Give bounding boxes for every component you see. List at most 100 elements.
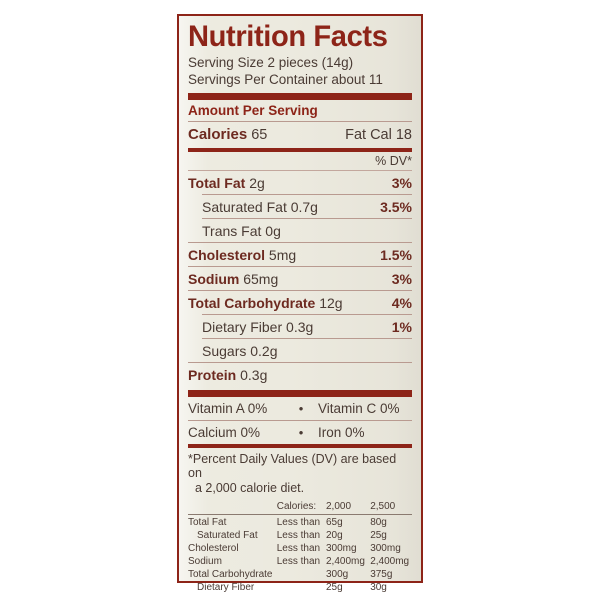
bullet-dot-icon: • <box>298 425 304 440</box>
vitamin-row-calcium-iron: Calcium 0% • Iron 0% <box>188 421 412 444</box>
calories-label: Calories <box>188 126 248 143</box>
nutrient-row-total-carbohydrate: Total Carbohydrate 12g 4% <box>188 291 412 314</box>
table-header-row: Calories: 2,000 2,500 <box>188 500 412 514</box>
nutrient-dv: 4% <box>391 294 412 311</box>
dv-row-2000: 20g <box>326 530 343 541</box>
dv-row-2000: 65g <box>326 517 343 528</box>
daily-value-header: % DV* <box>375 153 412 168</box>
dv-row-2500: 375g <box>370 569 393 580</box>
dv-row-2000: 25g <box>326 582 343 593</box>
dv-row-less: Less than <box>276 530 321 541</box>
nutrient-name: Cholesterol <box>188 246 266 263</box>
dv-row-2500: 80g <box>370 517 387 528</box>
dv-row-2000: 2,400mg <box>326 556 365 567</box>
nutrient-row-saturated-fat: Saturated Fat 0.7g 3.5% <box>188 195 412 218</box>
vitamin-row-a-c: Vitamin A 0% • Vitamin C 0% <box>188 397 412 420</box>
divider-thick-vitamins <box>188 390 412 397</box>
divider-vitamins <box>188 420 412 421</box>
table-row: Dietary Fiber 25g 30g <box>188 582 412 595</box>
amount-per-serving-heading: Amount Per Serving <box>188 103 318 118</box>
dv-row-name: Cholesterol <box>188 543 239 554</box>
nutrient-dv: 3% <box>391 270 412 287</box>
table-row: Total Fat Less than 65g 80g <box>188 517 412 530</box>
table-rule-row <box>188 514 412 517</box>
col-header-blank <box>188 500 277 514</box>
dv-row-name: Sodium <box>188 556 222 567</box>
nutrient-name: Sodium <box>188 270 240 287</box>
divider-under-vitamins <box>188 444 412 448</box>
divider-row <box>188 290 412 291</box>
nutrient-row-protein: Protein 0.3g <box>188 363 412 386</box>
nutrient-name: Total Fat <box>188 174 246 191</box>
dv-row-less: Less than <box>276 543 321 554</box>
nutrient-row-sodium: Sodium 65mg 3% <box>188 267 412 290</box>
dv-row-2000: 300g <box>326 569 349 580</box>
calories-row: Calories 65 Fat Cal 18 <box>188 122 412 148</box>
nutrient-name-group: Dietary Fiber 0.3g <box>202 318 313 336</box>
dv-row-less <box>277 582 326 595</box>
dv-row-2000: 300mg <box>326 543 357 554</box>
col-header-2500: 2,500 <box>370 500 396 512</box>
vitamin-a-value: Vitamin A 0% <box>188 401 268 416</box>
nutrient-name-group: Total Fat 2g <box>188 174 265 192</box>
nutrient-amount: 5mg <box>268 246 297 263</box>
nutrient-amount: 65mg <box>243 270 279 287</box>
nutrient-name-group: Sodium 65mg <box>188 270 278 288</box>
divider-thick-top <box>188 93 412 100</box>
nutrition-facts-label: Nutrition Facts Serving Size 2 pieces (1… <box>177 14 423 593</box>
nutrient-name-group: Cholesterol 5mg <box>188 246 296 264</box>
nutrient-name: Total Carbohydrate <box>188 294 316 311</box>
table-row: Total Carbohydrate 300g 375g <box>188 569 412 582</box>
nutrient-amount: 0g <box>265 222 281 239</box>
nutrient-name-group: Saturated Fat 0.7g <box>202 198 318 216</box>
nutrient-row-dietary-fiber: Dietary Fiber 0.3g 1% <box>188 315 412 338</box>
nutrient-name: Saturated Fat <box>202 198 287 215</box>
nutrient-row-total-fat: Total Fat 2g 3% <box>188 171 412 194</box>
col-header-2000: 2,000 <box>326 500 352 512</box>
nutrient-name-group: Sugars 0.2g <box>202 342 278 360</box>
dv-row-2500: 2,400mg <box>370 556 410 567</box>
daily-values-reference-table: Calories: 2,000 2,500 Total Fat Less tha… <box>188 500 412 595</box>
nutrient-name: Sugars <box>202 342 247 359</box>
daily-value-footnote: *Percent Daily Values (DV) are based on … <box>188 448 412 498</box>
dv-row-name: Total Fat <box>188 517 227 528</box>
dv-row-2500: 25g <box>370 530 387 541</box>
nutrient-dv: 3.5% <box>380 198 412 215</box>
nutrient-name-group: Trans Fat 0g <box>202 222 281 240</box>
table-divider <box>188 514 412 517</box>
dv-row-name: Dietary Fiber <box>197 582 255 593</box>
nutrient-row-cholesterol: Cholesterol 5mg 1.5% <box>188 243 412 266</box>
table-row: Sodium Less than 2,400mg 2,400mg <box>188 556 412 569</box>
dv-row-name: Saturated Fat <box>197 530 258 541</box>
calories-value: 65 <box>251 127 268 143</box>
nutrient-amount: 12g <box>319 294 343 311</box>
nutrient-dv: 3% <box>391 174 412 191</box>
divider-row <box>188 242 412 243</box>
nutrient-row-trans-fat: Trans Fat 0g <box>188 219 412 242</box>
bullet-dot-icon: • <box>298 401 304 416</box>
calcium-value: Calcium 0% <box>188 425 261 440</box>
nutrient-name: Trans Fat <box>202 222 262 239</box>
calories-label-group: Calories 65 <box>188 125 267 145</box>
nutrient-amount: 0.3g <box>286 318 314 335</box>
dv-row-less <box>277 569 326 582</box>
col-header-calories: Calories: <box>276 500 317 512</box>
table-row: Saturated Fat Less than 20g 25g <box>188 530 412 543</box>
servings-per-container: Servings Per Container about 11 <box>188 72 383 87</box>
nutrient-amount: 0.2g <box>250 342 278 359</box>
divider-row <box>202 314 412 315</box>
nutrient-amount: 2g <box>249 174 265 191</box>
dv-row-less: Less than <box>276 517 321 528</box>
nutrient-name: Protein <box>188 366 237 383</box>
dv-row-name: Total Carbohydrate <box>188 569 273 580</box>
divider-under-amount <box>188 121 412 122</box>
divider-row <box>202 338 412 339</box>
dv-row-2500: 30g <box>370 582 387 593</box>
nutrient-dv: 1% <box>391 318 412 335</box>
serving-size: Serving Size 2 pieces (14g) <box>188 55 354 70</box>
footnote-line-2: a 2,000 calorie diet. <box>195 480 305 495</box>
footnote-line-1: *Percent Daily Values (DV) are based on <box>188 451 397 481</box>
nutrient-name-group: Total Carbohydrate 12g <box>188 294 343 312</box>
nutrient-dv: 1.5% <box>380 246 412 263</box>
iron-value: Iron 0% <box>318 425 365 440</box>
